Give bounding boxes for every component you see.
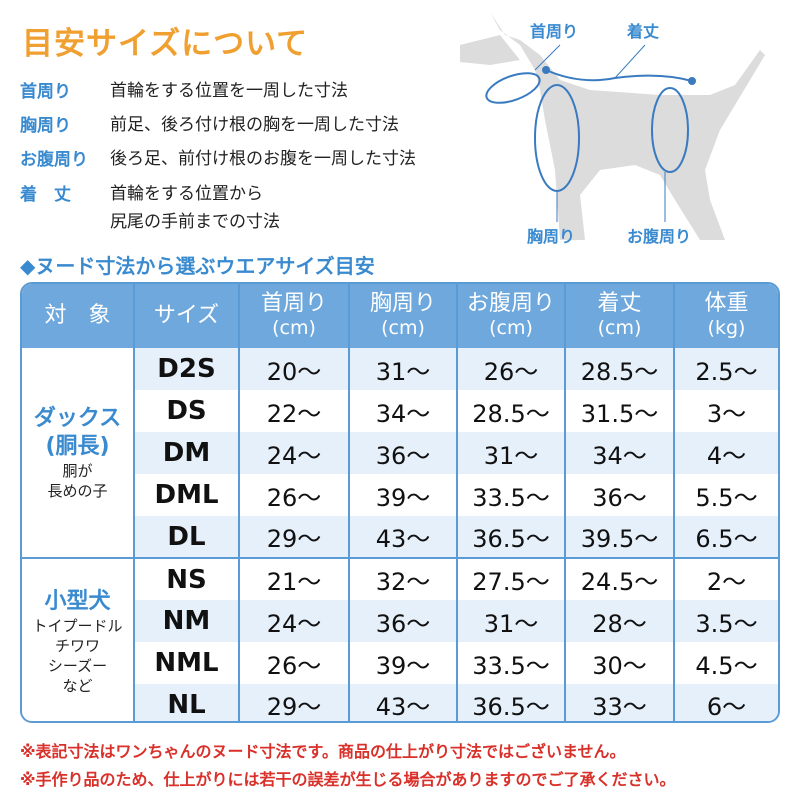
value-cell: 6〜 [674, 684, 778, 721]
value-cell: 30〜 [565, 642, 675, 684]
size-table: 対 象サイズ 首周り (cm) 胸周り (cm) お腹周り (cm) 着丈 (cm) 体重 (kg)… [20, 282, 780, 723]
table-row: ダックス (胴長) 胴が 長めの子 D2S 20〜 31〜 26〜 28.5〜 2.5〜 [22, 348, 778, 559]
definition-neck: 首周り 首輪をする位置を一周した寸法 [20, 81, 348, 102]
column-header: サイズ [134, 284, 240, 348]
value-cell: 36〜 [565, 474, 675, 516]
table-row: NL 29〜 43〜 36.5〜 33〜 6〜 [22, 684, 778, 721]
size-cell: NL [134, 684, 240, 721]
label-neck: 首周り [530, 22, 578, 41]
value-cell: 36〜 [349, 600, 458, 642]
size-cell: NS [134, 558, 240, 600]
value-cell: 31〜 [457, 600, 566, 642]
value-cell: 34〜 [349, 390, 458, 432]
value-cell: 28.5〜 [565, 348, 675, 390]
dog-measurement-diagram: 首周り 着丈 胸周り お腹周り [460, 12, 765, 246]
value-cell: 31〜 [457, 432, 566, 474]
column-header: 胸周り (cm) [349, 284, 458, 348]
column-header: 対 象 [22, 284, 135, 348]
table-row: DS 22〜 34〜 28.5〜 31.5〜 3〜 [22, 390, 778, 432]
value-cell: 26〜 [239, 642, 350, 684]
value-cell: 36.5〜 [457, 684, 566, 721]
value-cell: 39〜 [349, 642, 458, 684]
definition-belly: お腹周り 後ろ足、前付け根のお腹を一周した寸法 [20, 149, 416, 170]
value-cell: 5.5〜 [695, 483, 758, 512]
value-cell: 3〜 [706, 399, 747, 428]
value-cell: 36〜 [349, 432, 458, 474]
value-cell: 4〜 [674, 432, 778, 474]
belly-line [651, 87, 689, 173]
value-cell: 32〜 [349, 558, 458, 600]
neck-line [485, 72, 541, 104]
value-cell: 2〜 [706, 568, 747, 596]
value-cell: 26〜 [239, 474, 350, 516]
label-chest: 胸周り [527, 227, 575, 246]
table-row: DML 26〜 39〜 33.5〜 36〜 5.5〜 [22, 474, 778, 516]
size-cell: D2S [134, 348, 240, 390]
definition-length: 着 丈首輪をする位置から 尻尾の手前までの寸法 [20, 184, 280, 232]
target-group: 小型犬 トイプードル チワワ シーズー など [22, 558, 135, 721]
label-belly: お腹周り [627, 227, 691, 246]
value-cell: 4.5〜 [695, 651, 758, 680]
size-cell: DM [134, 432, 240, 474]
value-cell: 39.5〜 [565, 516, 675, 559]
page-title: 目安サイズについて [22, 26, 309, 62]
value-cell: 34〜 [565, 432, 675, 474]
value-cell: 29〜 [239, 684, 350, 721]
value-cell: 43〜 [349, 516, 458, 559]
value-cell: 39〜 [349, 474, 458, 516]
value-cell: 24〜 [239, 600, 350, 642]
table-row: NML 26〜 39〜 33.5〜 30〜 4.5〜 [22, 642, 778, 684]
value-cell: 24.5〜 [565, 558, 675, 600]
size-cell: DML [134, 474, 240, 516]
value-cell: 36.5〜 [457, 516, 566, 559]
column-header: 着丈 (cm) [565, 284, 675, 348]
value-cell: 26〜 [457, 348, 566, 390]
value-cell: 6.5〜 [674, 516, 778, 559]
dog-silhouette [460, 12, 765, 240]
value-cell: 24〜 [239, 432, 350, 474]
note-handmade: ※手作り品のため、仕上がりには若干の誤差が生じる場合がありますのでご了承ください… [20, 770, 676, 789]
size-cell: DS [134, 390, 240, 432]
column-header: お腹周り (cm) [457, 284, 566, 348]
table-row: DL 29〜 43〜 36.5〜 39.5〜 6.5〜 [22, 516, 778, 559]
table-row: NM 24〜 36〜 31〜 28〜 3.5〜 [22, 600, 778, 642]
value-cell: 3.5〜 [674, 600, 778, 642]
value-cell: 33.5〜 [457, 642, 566, 684]
length-line [545, 69, 693, 82]
value-cell: 31.5〜 [565, 390, 675, 432]
column-header: 体重 (kg) [674, 284, 778, 348]
note-nude-size: ※表記寸法はワンちゃんのヌード寸法です。商品の仕上がり寸法ではございません。 [20, 742, 626, 761]
value-cell: 28〜 [565, 600, 675, 642]
value-cell: 22〜 [239, 390, 350, 432]
table-subtitle: ◆ヌード寸法から選ぶウエアサイズ目安 [20, 254, 375, 278]
size-cell: NML [134, 642, 240, 684]
target-group: ダックス (胴長) 胴が 長めの子 [22, 348, 135, 559]
value-cell: 43〜 [349, 684, 458, 721]
value-cell: 33.5〜 [457, 474, 566, 516]
column-header: 首周り (cm) [239, 284, 350, 348]
table-row: DM 24〜 36〜 31〜 34〜 4〜 [22, 432, 778, 474]
table-row: 小型犬 トイプードル チワワ シーズー など NS 21〜 32〜 27.5〜 24.5〜 2〜 [22, 558, 778, 721]
value-cell: 27.5〜 [457, 558, 566, 600]
value-cell: 2.5〜 [674, 348, 778, 390]
value-cell: 21〜 [239, 558, 350, 600]
size-cell: DL [134, 516, 240, 559]
size-cell: NM [134, 600, 240, 642]
definition-chest: 胸周り 前足、後ろ付け根の胸を一周した寸法 [20, 115, 399, 136]
value-cell: 28.5〜 [457, 390, 566, 432]
label-length: 着丈 [626, 22, 659, 41]
value-cell: 29〜 [239, 516, 350, 559]
value-cell: 20〜 [239, 348, 350, 390]
value-cell: 31〜 [349, 348, 458, 390]
value-cell: 33〜 [565, 684, 675, 721]
